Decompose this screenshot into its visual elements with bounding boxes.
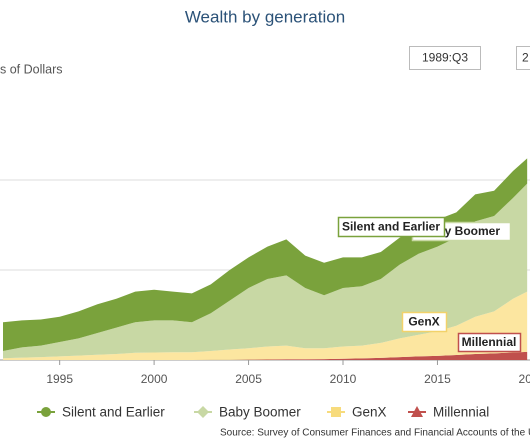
x-tick-label: 2000 bbox=[141, 372, 168, 386]
x-tick-label: 2005 bbox=[235, 372, 262, 386]
x-tick-label: 2015 bbox=[424, 372, 451, 386]
date-end: 2 bbox=[522, 51, 529, 65]
legend-marker bbox=[331, 407, 341, 417]
legend: Silent and Earlier Baby Boomer GenX Millenn… bbox=[37, 405, 489, 420]
date-start: 1989:Q3 bbox=[422, 51, 468, 65]
x-tick-label: 2010 bbox=[330, 372, 357, 386]
x-tick-label: 2020 bbox=[519, 372, 530, 386]
annotation-box bbox=[337, 216, 446, 238]
area bbox=[3, 158, 528, 351]
area bbox=[3, 183, 528, 359]
legend-label: Millennial bbox=[433, 405, 489, 420]
date-start-box[interactable] bbox=[409, 46, 481, 70]
legend-label: GenX bbox=[352, 405, 387, 420]
legend-marker bbox=[41, 407, 51, 417]
chart-title: Wealth by generation bbox=[185, 7, 345, 26]
date-end-box[interactable] bbox=[516, 46, 530, 70]
legend-label: Silent and Earlier bbox=[62, 405, 165, 420]
annotation-box bbox=[457, 332, 522, 353]
x-tick-label: 1995 bbox=[46, 372, 73, 386]
legend-label: Baby Boomer bbox=[219, 405, 301, 420]
x-axis: 1995 2000 2005 2010 2015 2020 bbox=[46, 360, 530, 386]
legend-marker bbox=[197, 406, 209, 418]
areas bbox=[3, 158, 528, 360]
annotation: Millennial bbox=[462, 335, 517, 349]
source: Source: Survey of Consumer Finances and … bbox=[220, 428, 530, 439]
area bbox=[3, 291, 528, 360]
annotation-box bbox=[401, 311, 448, 333]
legend-marker bbox=[411, 406, 423, 417]
date-range: 1989:Q3 2 bbox=[409, 46, 530, 70]
area bbox=[3, 351, 528, 360]
y-axis-label: s of Dollars bbox=[0, 62, 63, 76]
annotation: GenX bbox=[408, 315, 439, 329]
annotation: Silent and Earlier bbox=[342, 220, 440, 234]
